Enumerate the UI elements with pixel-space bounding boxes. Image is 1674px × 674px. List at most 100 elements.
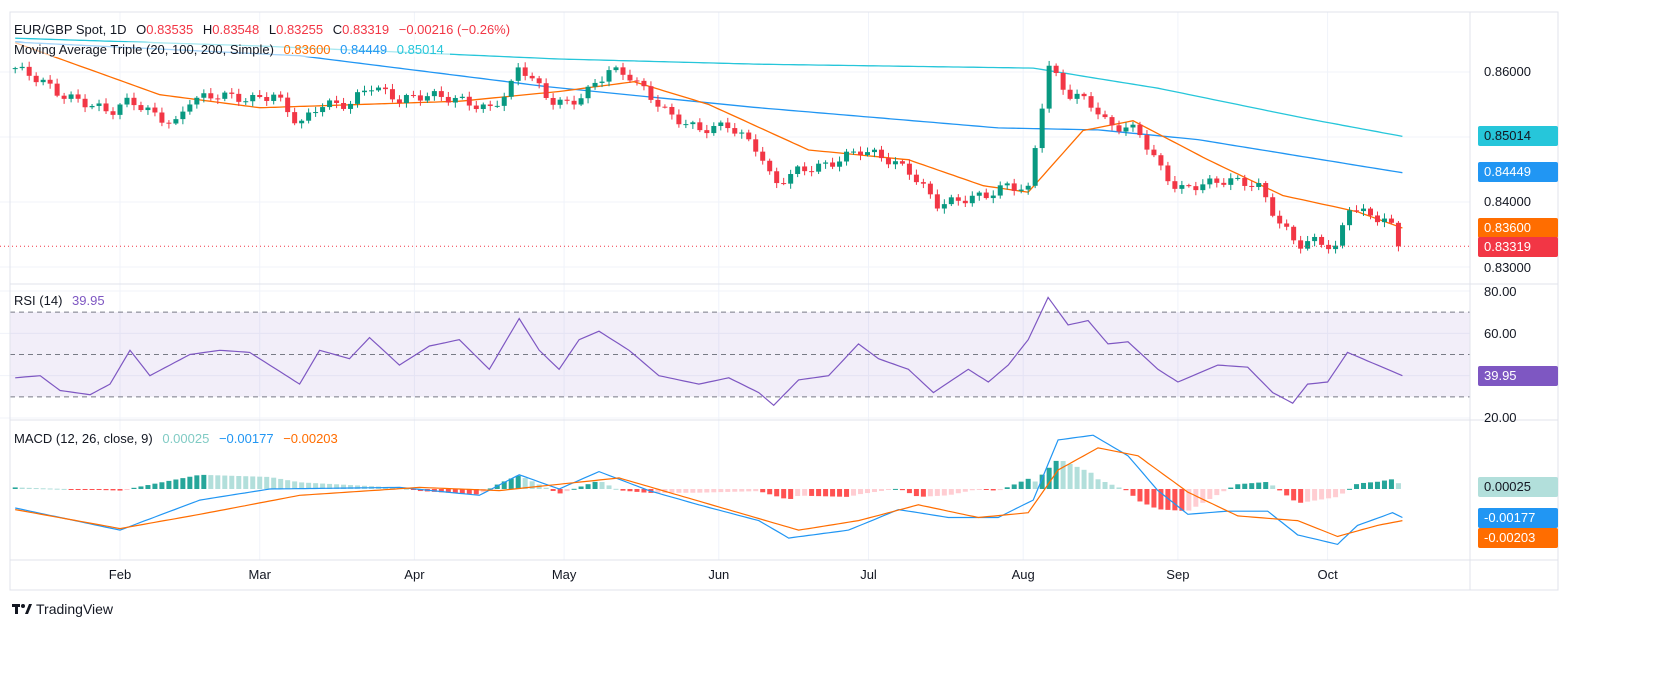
macd-histogram-bar [927,489,933,497]
macd-histogram-bar [990,489,996,491]
candle-up [1123,127,1129,132]
candle-down [620,67,626,75]
candle-down [753,139,759,152]
macd-histogram-bar [1088,472,1094,489]
macd-histogram-bar [236,475,242,489]
candle-down [1011,183,1017,191]
candle-up [851,151,857,153]
macd-histogram-bar [592,481,598,489]
macd-histogram-bar [1193,489,1199,507]
macd-histogram-bar [215,475,221,489]
macd-histogram-bar [543,487,549,489]
macd-histogram-bar [697,489,703,493]
macd-line [15,434,1403,546]
candle-down [920,182,926,184]
candle-down [955,197,961,201]
macd-histogram-bar [1074,466,1080,489]
macd-legend[interactable]: MACD (12, 26, close, 9) 0.00025 −0.00177… [14,431,344,446]
macd-histogram-bar [753,489,759,492]
rsi-legend[interactable]: RSI (14) 39.95 [14,293,111,308]
macd-histogram-bar [194,475,200,489]
candle-down [1249,185,1255,187]
macd-histogram-bar [725,489,731,492]
tradingview-logo-icon [12,604,32,614]
candle-down [417,95,423,101]
macd-histogram-bar [410,489,416,490]
ma200-value: 0.85014 [396,42,444,57]
macd-histogram-bar [459,489,465,494]
candle-down [131,97,137,106]
candle-down [1116,125,1122,132]
macd-histogram-bar [1046,467,1052,489]
ma-legend[interactable]: Moving Average Triple (20, 100, 200, Sim… [14,42,450,57]
candle-down [1291,226,1297,241]
candle-up [1039,108,1045,149]
macd-histogram-bar [54,488,60,490]
candle-up [718,122,724,126]
candle-down [1298,240,1304,249]
candle-up [1312,236,1318,242]
candle-down [662,106,668,108]
macd-histogram-bar [145,485,151,489]
candle-down [1172,181,1178,189]
time-label: Aug [1011,567,1035,582]
candle-up [271,94,277,101]
candle-up [515,67,521,81]
rsi-value: 39.95 [72,293,105,308]
macd-histogram-bar [746,489,752,492]
candle-down [1367,208,1373,216]
candle-down [1221,182,1227,185]
candle-down [627,74,633,81]
macd-histogram-bar [117,489,123,491]
macd-signal-value: −0.00203 [283,431,338,446]
candle-up [1200,184,1206,191]
tradingview-brand[interactable]: TradingView [12,601,113,617]
candle-up [788,174,794,184]
candle-down [1102,114,1108,118]
macd-histogram-bar [1130,489,1136,496]
macd-histogram-bar [795,489,801,497]
candle-up [613,67,619,71]
macd-histogram-bar [166,480,172,489]
macd-histogram-bar [1200,489,1206,503]
macd-histogram-bar [292,481,298,489]
macd-histogram-bar [1172,489,1178,511]
macd-histogram-bar [1326,489,1332,499]
macd-histogram-bar [334,484,340,489]
macd-histogram-bar [830,489,836,497]
macd-histogram-bar [1361,482,1367,489]
macd-histogram-bar [885,489,891,490]
macd-histogram-bar [173,479,179,489]
candle-down [54,83,60,96]
candle-down [103,103,109,112]
candle-up [871,149,877,153]
candle-up [173,119,179,124]
candle-down [913,174,919,183]
macd-histogram-bar [1367,482,1373,489]
macd-histogram-bar [1277,489,1283,491]
candle-down [1144,135,1150,150]
macd-histogram-bar [452,489,458,494]
candle-down [634,80,640,82]
candle-up [976,192,982,196]
macd-histogram-bar [976,489,982,490]
candle-up [145,107,151,111]
candle-down [571,100,577,105]
last-price-tag: 0.83319 [1478,237,1558,257]
macd-histogram-bar [1374,481,1380,489]
time-label: Apr [404,567,425,582]
candle-down [341,102,347,109]
macd-histogram-bar [47,488,53,490]
macd-histogram-bar [1381,480,1387,489]
low-label: L [268,22,277,37]
candle-down [264,97,270,101]
macd-hist-tag: 0.00025 [1478,477,1558,497]
macd-histogram-bar [969,489,975,491]
high-label: H [202,22,213,37]
candle-down [767,160,773,172]
macd-histogram-bar [1354,484,1360,489]
candle-down [382,87,388,90]
macd-histogram-bar [1060,461,1066,489]
candle-up [96,103,102,106]
